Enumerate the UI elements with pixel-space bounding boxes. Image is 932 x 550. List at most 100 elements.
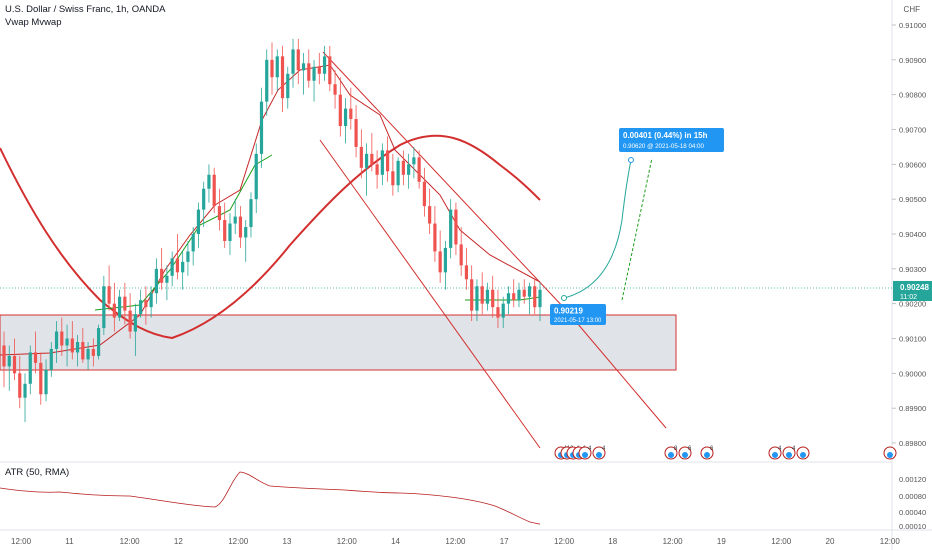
candle-body (2, 345, 6, 367)
candle-body (538, 289, 542, 308)
atr-tick-label: 0.00120 (899, 475, 926, 484)
event-marker[interactable]: 6 (700, 446, 714, 460)
candle-body (280, 56, 285, 99)
event-count: 4 (778, 446, 782, 452)
candle-body (496, 307, 500, 318)
candle-body (380, 150, 384, 175)
candle-body (133, 314, 137, 332)
entry-point-marker[interactable] (561, 295, 567, 301)
candle-body (407, 164, 411, 175)
candle-body (259, 101, 264, 154)
candle-body (433, 223, 437, 252)
event-marker[interactable]: 4 (782, 446, 796, 460)
event-marker[interactable]: 6 (678, 446, 692, 460)
price-tick-label: 0.90800 (899, 91, 926, 100)
candle-body (102, 286, 106, 329)
event-marker[interactable]: 4 (578, 446, 592, 460)
event-marker[interactable]: 4 (768, 446, 782, 460)
projection-annotation[interactable]: 0.00401 (0.44%) in 15h 0.90620 @ 2021-05… (619, 128, 724, 152)
candle-body (154, 268, 158, 294)
event-count: 4 (602, 446, 606, 452)
candle-body (417, 157, 421, 182)
entry-time-text: 2021-05-17 13:00 (554, 318, 602, 324)
candle-body (123, 296, 127, 311)
indicator-vwap-label[interactable]: Vwap Mvwap (5, 17, 62, 28)
time-tick-label: 12:00 (663, 537, 684, 546)
candle-body (118, 296, 122, 318)
current-price-text: 0.90248 (900, 283, 929, 292)
projection-sub-text: 0.90620 @ 2021-05-18 04:00 (623, 143, 704, 150)
event-count: 6 (710, 446, 714, 452)
event-markers[interactable]: 112444486644 (554, 446, 897, 460)
candle-body (438, 251, 442, 273)
indicator-atr-label[interactable]: ATR (50, RMA) (5, 467, 70, 478)
candle-body (422, 181, 426, 207)
atr-tick-label: 0.00010 (899, 522, 926, 531)
atr-line (0, 471, 541, 525)
time-tick-label: 19 (717, 537, 726, 546)
candle-body (160, 268, 164, 283)
candle-body (217, 206, 222, 221)
time-tick-label: 18 (608, 537, 617, 546)
chart-title: U.S. Dollar / Swiss Franc, 1h, OANDA (5, 4, 166, 15)
candle-body (70, 338, 74, 353)
candle-body (81, 341, 85, 360)
candle-body (270, 59, 274, 78)
countdown-text: 11:02 (900, 294, 917, 301)
candle-body (312, 66, 316, 81)
price-axis[interactable]: 0.91000 0.90900 0.90800 0.90700 0.90600 0.905… (892, 21, 926, 448)
candle-body (533, 286, 537, 308)
event-marker[interactable]: 4 (592, 446, 606, 460)
candle-body (65, 338, 69, 346)
candle-body (454, 209, 458, 245)
candle-body (301, 63, 306, 71)
candle-body (527, 286, 532, 297)
channel-upper-line[interactable] (322, 51, 567, 311)
current-price-badge: 0.90248 11:02 (893, 281, 932, 301)
candle-body (464, 265, 469, 280)
candle-body (44, 369, 48, 395)
candle-body (506, 293, 511, 304)
candle-body (512, 293, 516, 301)
candle-body (522, 289, 526, 297)
candle-body (86, 348, 90, 360)
time-tick-label: 17 (500, 537, 509, 546)
candle-body (18, 373, 22, 398)
candle-body (296, 49, 300, 71)
price-tick-label: 0.90000 (899, 369, 926, 378)
candle-body (249, 199, 253, 228)
candle-body (39, 362, 43, 395)
time-tick-label: 12:00 (337, 537, 358, 546)
candle-body (223, 220, 227, 241)
entry-annotation[interactable]: 0.90219 2021-05-17 13:00 (550, 304, 606, 325)
event-marker[interactable] (883, 446, 897, 460)
candle-body (328, 56, 332, 85)
atr-axis[interactable]: 0.00120 0.00080 0.00040 0.00010 (899, 475, 926, 531)
candle-body (33, 352, 38, 363)
candle-body (317, 66, 321, 74)
candle-body (275, 56, 279, 78)
candle-body (396, 160, 400, 186)
projection-curve[interactable] (563, 159, 632, 299)
candle-body (517, 289, 521, 301)
channel-projection-line[interactable] (565, 309, 667, 429)
time-axis[interactable]: 12:00 11 12:00 12 12:00 13 12:00 14 12:00 17 12:00… (11, 537, 900, 546)
candle-body (202, 188, 206, 210)
candle-body (333, 84, 337, 95)
candle-body (170, 258, 174, 276)
event-marker[interactable]: 8 (664, 446, 678, 460)
candle-body (491, 289, 495, 308)
channel-lower-line[interactable] (319, 139, 541, 449)
candle-body (401, 160, 405, 175)
time-tick-label: 13 (283, 537, 292, 546)
candle-body (428, 206, 432, 224)
candle-body (480, 286, 484, 304)
projection-arrow-line[interactable] (621, 157, 653, 301)
entry-price-text: 0.90219 (554, 307, 583, 316)
candlestick-series (2, 38, 542, 423)
price-tick-label: 0.90300 (899, 265, 926, 274)
event-marker[interactable] (796, 446, 810, 460)
target-point-marker[interactable] (628, 157, 634, 163)
price-tick-label: 0.90200 (899, 300, 926, 309)
